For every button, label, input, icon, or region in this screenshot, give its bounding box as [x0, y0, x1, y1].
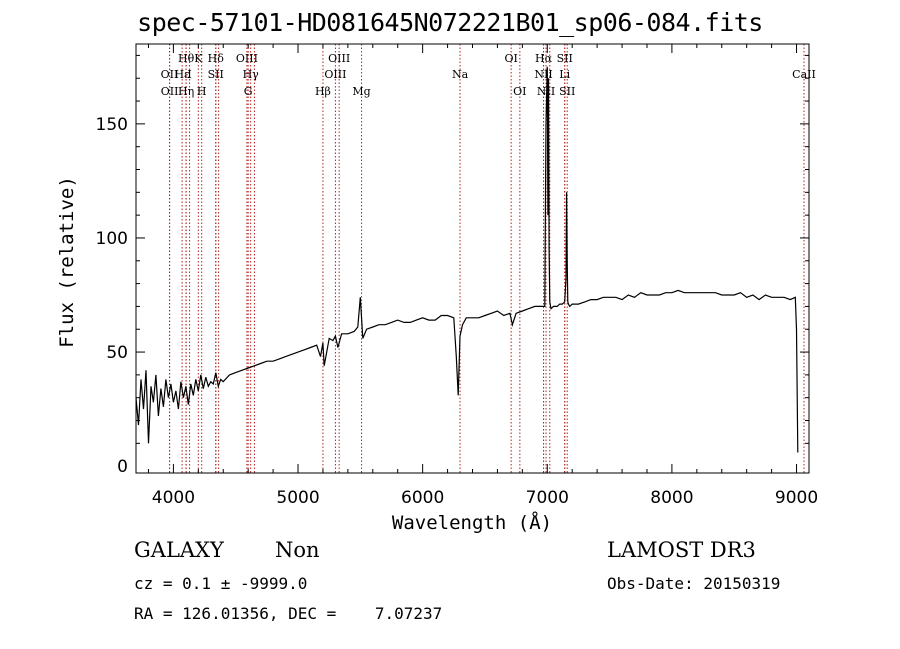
- line-marker-label-19: Na: [452, 68, 469, 81]
- line-marker-label-5: I: [187, 68, 191, 81]
- class-label: GALAXY: [134, 538, 224, 562]
- line-marker-label-3: Hε: [174, 68, 190, 81]
- x-axis-label: Wavelength (Å): [392, 511, 552, 534]
- x-tick-label-1: 5000: [276, 488, 319, 508]
- line-marker-label-6: K: [194, 52, 203, 65]
- line-marker-label-8: Hδ: [208, 52, 225, 65]
- x-tick-label-4: 8000: [650, 488, 693, 508]
- y-tick-label-0: 0: [117, 457, 128, 477]
- line-marker-label-29: CaII: [792, 68, 816, 81]
- line-marker-label-18: Mg: [352, 85, 370, 98]
- y-tick-label-2: 100: [96, 229, 128, 249]
- redshift-line: cz = 0.1 ± -9999.0: [134, 574, 308, 593]
- line-marker-label-13: G: [244, 85, 253, 98]
- x-tick-label-3: 7000: [526, 488, 569, 508]
- y-tick-label-1: 50: [106, 343, 128, 363]
- line-marker-label-24: NII: [537, 85, 555, 98]
- line-marker-label-28: SII: [559, 85, 575, 98]
- line-marker-labels: OII OII Hθ Hε Hη IK H Hδ SII OIII Hγ G Hβ OIII OIII Mg N…: [161, 52, 816, 98]
- line-marker-label-20: OI: [504, 52, 517, 65]
- line-markers: [169, 44, 805, 473]
- line-marker-label-16: OIII: [328, 52, 350, 65]
- y-tick-label-3: 150: [96, 115, 128, 135]
- line-marker-label-23: NII: [534, 68, 552, 81]
- y-axis-ticks: 0 50 100 150: [96, 54, 809, 477]
- line-marker-label-0: OII: [161, 68, 179, 81]
- line-marker-label-12: Hγ: [243, 68, 260, 81]
- spectrum-series-line: [135, 66, 799, 453]
- x-axis-ticks: 4000 5000 6000 7000 8000 9000: [147, 44, 818, 508]
- line-marker-label-26: SII: [557, 52, 573, 65]
- subclass-label: Non: [275, 538, 320, 562]
- radec-line: RA = 126.01356, DEC = 7.07237: [134, 604, 443, 623]
- x-tick-label-0: 4000: [152, 488, 195, 508]
- line-marker-label-2: Hθ: [178, 52, 195, 65]
- y-axis-label: Flux (relative): [56, 176, 78, 348]
- line-marker-label-22: Hα: [535, 52, 553, 65]
- line-marker-label-15: Hβ: [315, 85, 331, 98]
- line-marker-label-7: H: [197, 85, 207, 98]
- survey-label: LAMOST DR3: [607, 538, 756, 562]
- line-marker-label-21: OI: [513, 85, 526, 98]
- plot-frame: [135, 43, 810, 474]
- line-marker-label-27: Li: [559, 68, 570, 81]
- chart-title: spec-57101-HD081645N072221B01_sp06-084.f…: [137, 8, 763, 37]
- line-marker-label-1: OII: [161, 85, 179, 98]
- obs-date-line: Obs-Date: 20150319: [607, 574, 781, 593]
- x-tick-label-5: 9000: [775, 488, 818, 508]
- line-marker-label-11: OIII: [236, 52, 258, 65]
- line-marker-label-9: SII: [208, 68, 224, 81]
- line-marker-label-17: OIII: [324, 68, 346, 81]
- x-tick-label-2: 6000: [401, 488, 444, 508]
- line-marker-label-4: Hη: [178, 85, 194, 98]
